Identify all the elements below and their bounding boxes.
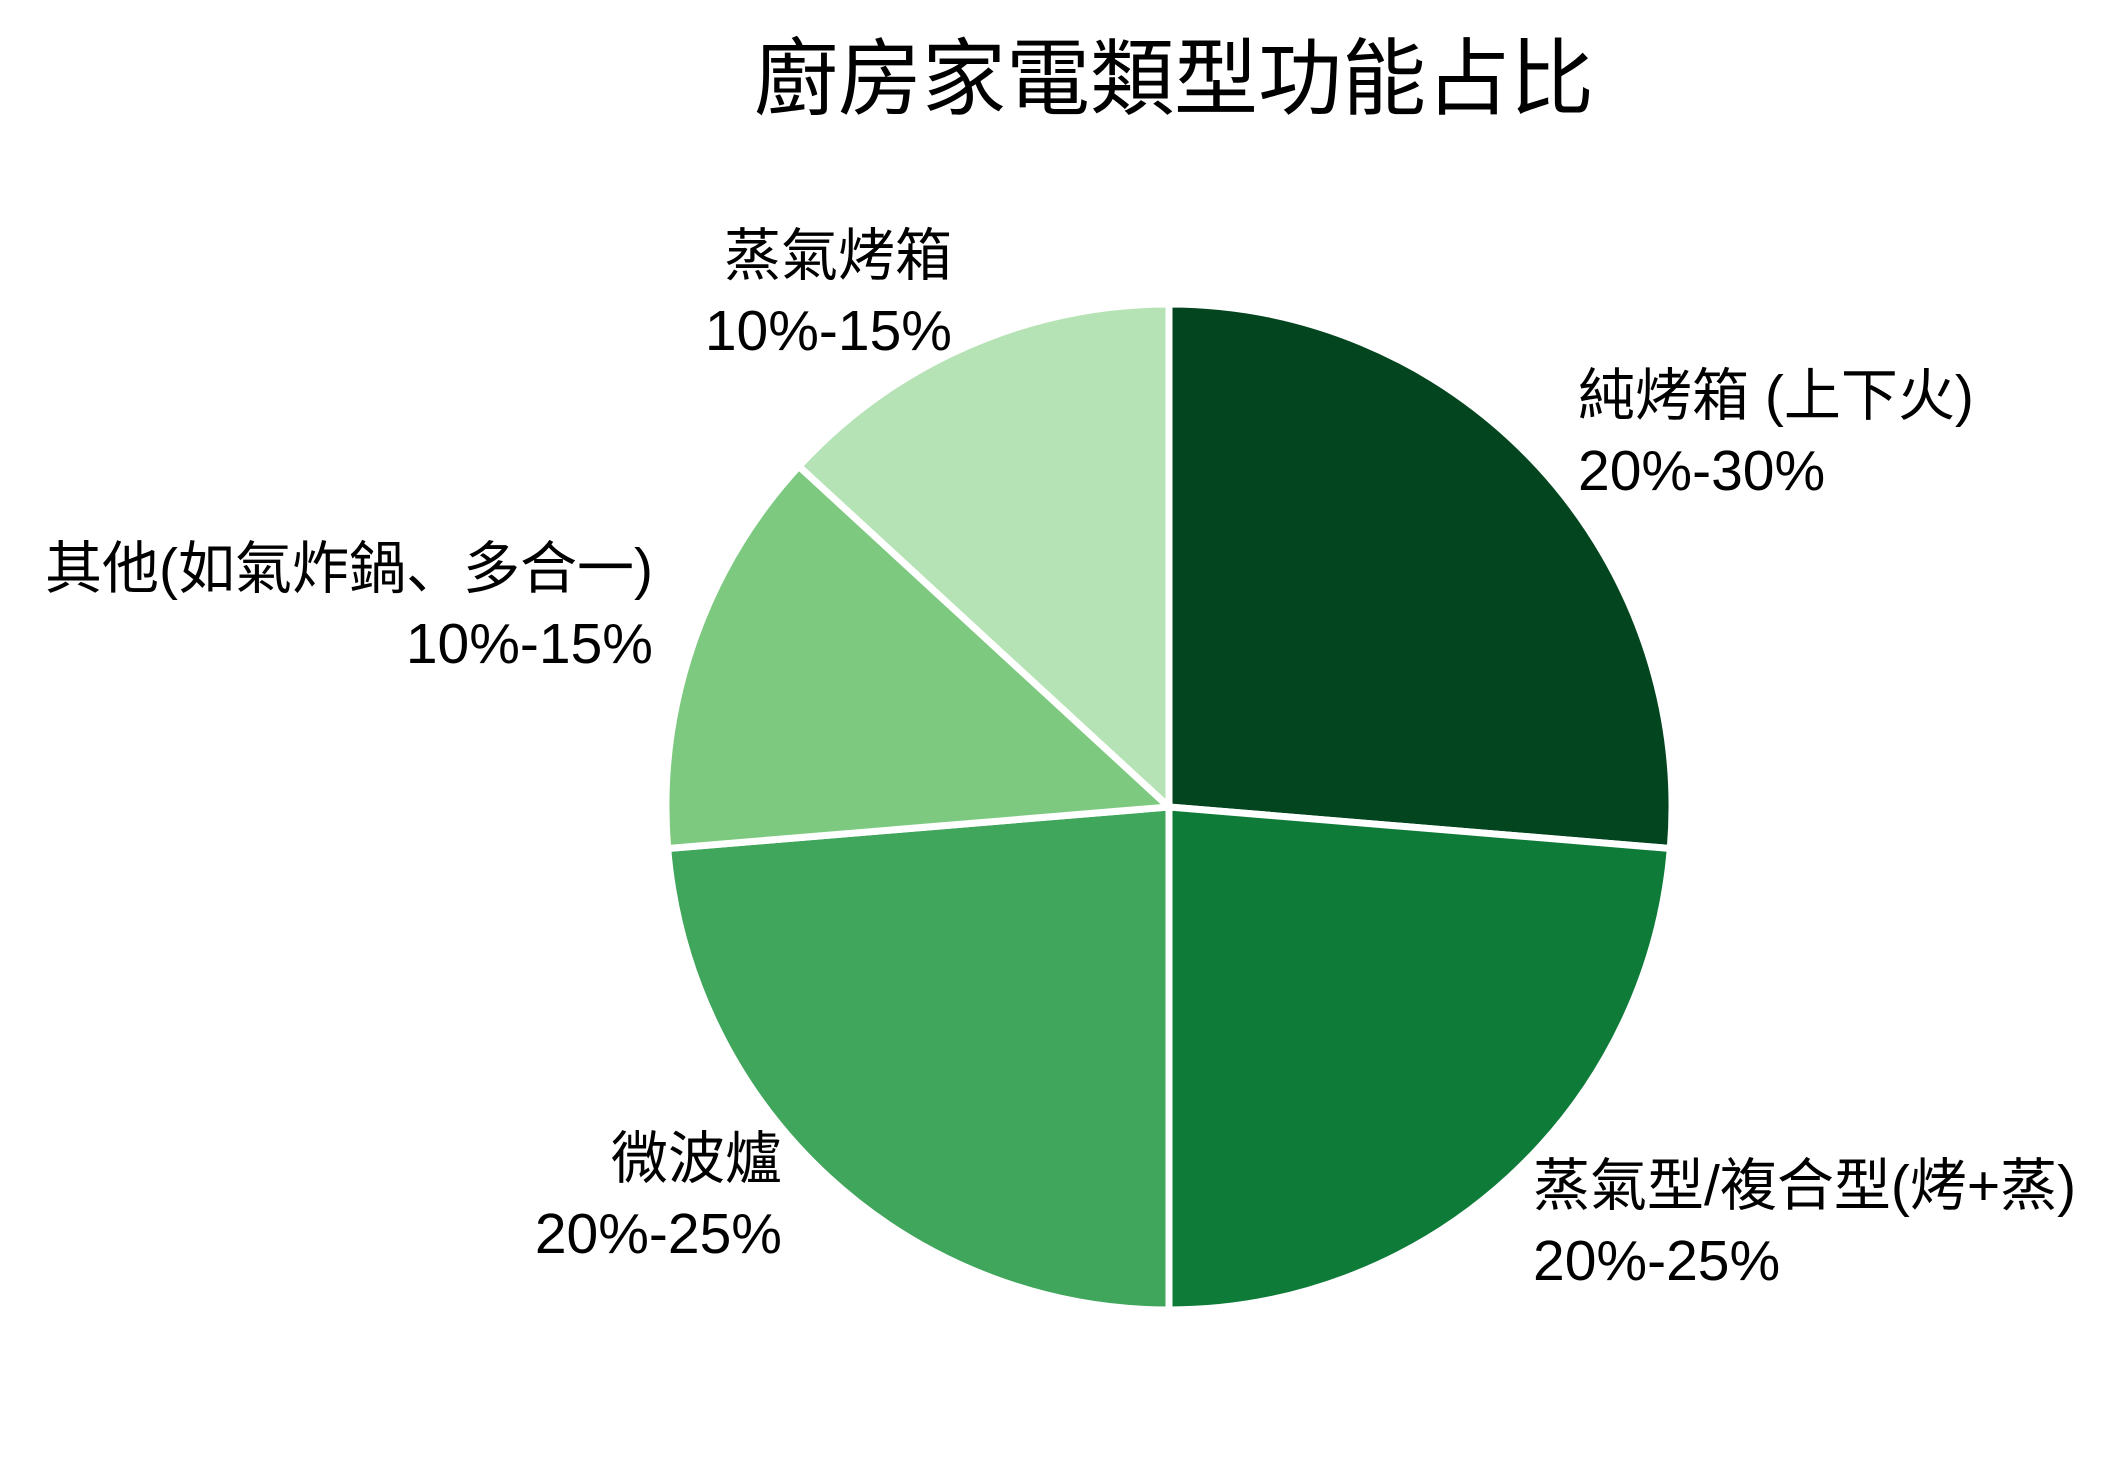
slice-label-microwave: 微波爐 20%-25% — [382, 1122, 782, 1272]
slice-label-steam-oven: 蒸氣烤箱 10%-15% — [600, 219, 952, 369]
pie-slice-4 — [795, 300, 1173, 811]
pie-slice-1 — [1165, 803, 1674, 1314]
slice-label-pure-oven: 純烤箱 (上下火) 20%-30% — [1578, 359, 1974, 509]
pie-slice-0 — [1165, 300, 1676, 852]
slice-label-text: 微波爐 — [611, 1127, 782, 1191]
slice-label-other: 其他(如氣炸鍋、多合一) 10%-15% — [8, 532, 653, 682]
slice-label-range: 20%-25% — [534, 1202, 782, 1267]
slice-label-text: 純烤箱 (上下火) — [1578, 364, 1974, 428]
chart-title: 廚房家電類型功能占比 — [753, 32, 1595, 126]
pie-slice-2 — [664, 803, 1173, 1314]
slice-label-range: 20%-30% — [1578, 439, 1826, 504]
slice-label-text: 蒸氣型/複合型(烤+蒸) — [1533, 1154, 2077, 1218]
pie-slice-3 — [662, 462, 1173, 852]
slice-label-text: 其他(如氣炸鍋、多合一) — [45, 537, 653, 601]
slice-label-text: 蒸氣烤箱 — [724, 224, 952, 288]
slice-label-steam-combo: 蒸氣型/複合型(烤+蒸) 20%-25% — [1533, 1149, 2076, 1299]
slice-label-range: 20%-25% — [1533, 1229, 1781, 1294]
slice-label-range: 10%-15% — [704, 299, 952, 364]
slice-label-range: 10%-15% — [405, 612, 653, 677]
